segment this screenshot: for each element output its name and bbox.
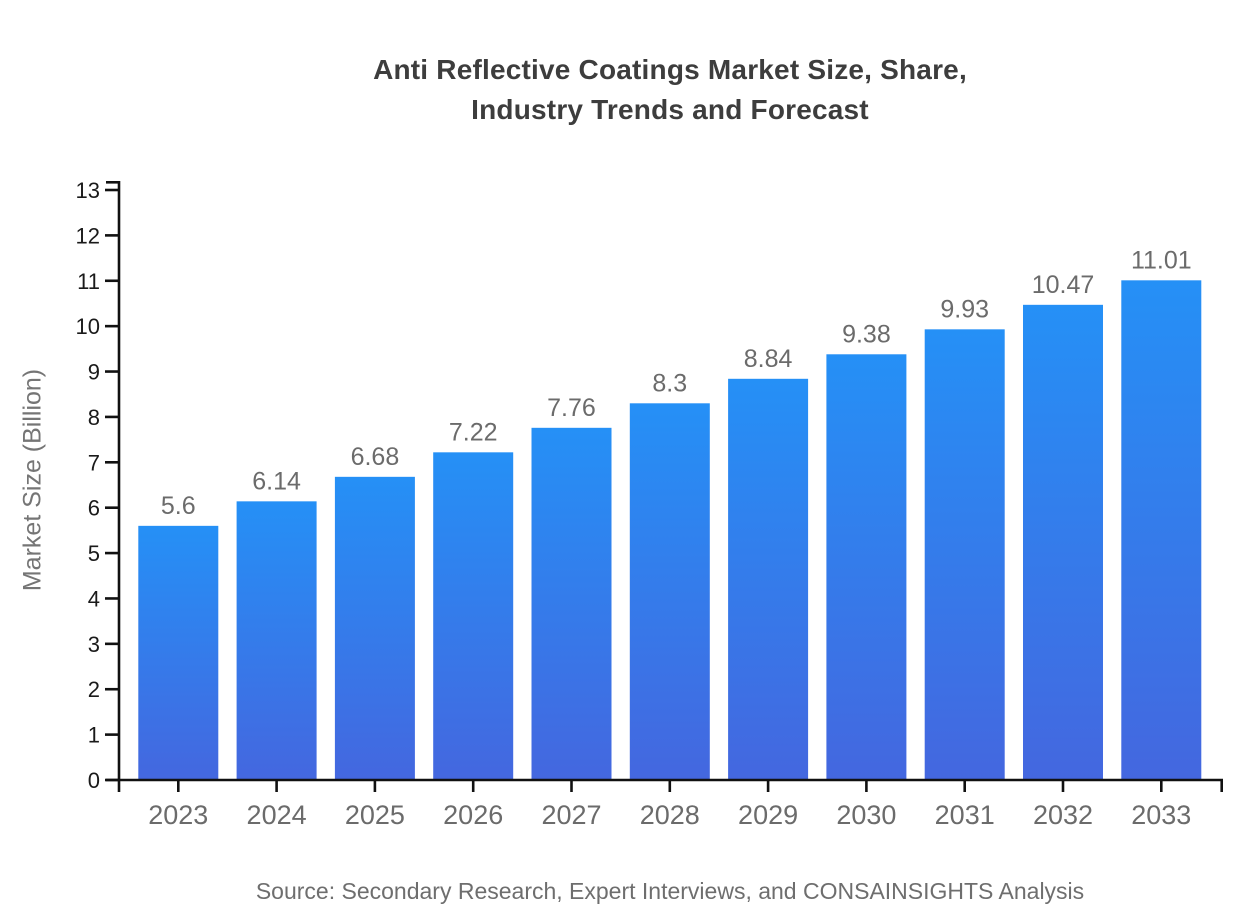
- x-tick-label-2028: 2028: [640, 800, 700, 830]
- x-tick-label-2026: 2026: [443, 800, 503, 830]
- chart-title-line1: Anti Reflective Coatings Market Size, Sh…: [373, 54, 967, 85]
- value-label-2025: 6.68: [351, 443, 400, 471]
- x-tick-label-2023: 2023: [148, 800, 208, 830]
- y-tick-label-4: 4: [88, 586, 100, 611]
- y-tick-label-5: 5: [88, 541, 100, 566]
- bar-2027: [531, 427, 612, 780]
- bar-2031: [924, 329, 1005, 780]
- value-label-2032: 10.47: [1032, 271, 1095, 299]
- bar-2032: [1023, 304, 1103, 780]
- value-label-2026: 7.22: [449, 418, 498, 446]
- bar-2028: [629, 403, 710, 780]
- y-tick-label-12: 12: [76, 223, 100, 248]
- value-label-2024: 6.14: [252, 467, 301, 495]
- value-label-2023: 5.6: [161, 492, 196, 520]
- bar-2029: [728, 378, 809, 780]
- x-tick-label-2029: 2029: [738, 800, 798, 830]
- bar-2033: [1121, 280, 1202, 780]
- bar-2025: [334, 476, 415, 780]
- value-label-2028: 8.3: [652, 369, 687, 397]
- value-label-2027: 7.76: [547, 394, 596, 422]
- x-tick-label-2027: 2027: [541, 800, 601, 830]
- x-tick-label-2024: 2024: [247, 800, 307, 830]
- y-tick-label-10: 10: [76, 314, 100, 339]
- y-tick-label-3: 3: [88, 632, 100, 657]
- y-tick-label-9: 9: [88, 360, 100, 385]
- value-label-2031: 9.93: [940, 295, 989, 323]
- bar-2026: [433, 452, 514, 780]
- y-tick-label-1: 1: [88, 723, 100, 748]
- y-tick-label-7: 7: [88, 450, 100, 475]
- x-tick-label-2033: 2033: [1131, 800, 1191, 830]
- bar-2030: [826, 354, 907, 780]
- y-tick-label-13: 13: [76, 178, 100, 203]
- x-tick-label-2031: 2031: [935, 800, 995, 830]
- y-tick-label-11: 11: [77, 269, 100, 294]
- source-note: Source: Secondary Research, Expert Inter…: [255, 878, 1085, 904]
- y-tick-label-2: 2: [88, 677, 100, 702]
- y-tick-label-8: 8: [88, 405, 100, 430]
- y-tick-label-6: 6: [88, 496, 100, 521]
- x-tick-label-2032: 2032: [1033, 800, 1093, 830]
- chart-title: Anti Reflective Coatings Market Size, Sh…: [80, 50, 1260, 130]
- chart-title-line2: Industry Trends and Forecast: [471, 94, 869, 125]
- value-label-2030: 9.38: [842, 320, 891, 348]
- value-label-2033: 11.01: [1131, 246, 1192, 274]
- x-tick-label-2030: 2030: [836, 800, 896, 830]
- bar-2024: [236, 501, 317, 780]
- y-tick-label-0: 0: [88, 768, 100, 793]
- bar-2023: [138, 525, 219, 780]
- x-tick-label-2025: 2025: [345, 800, 405, 830]
- value-label-2029: 8.84: [744, 345, 793, 373]
